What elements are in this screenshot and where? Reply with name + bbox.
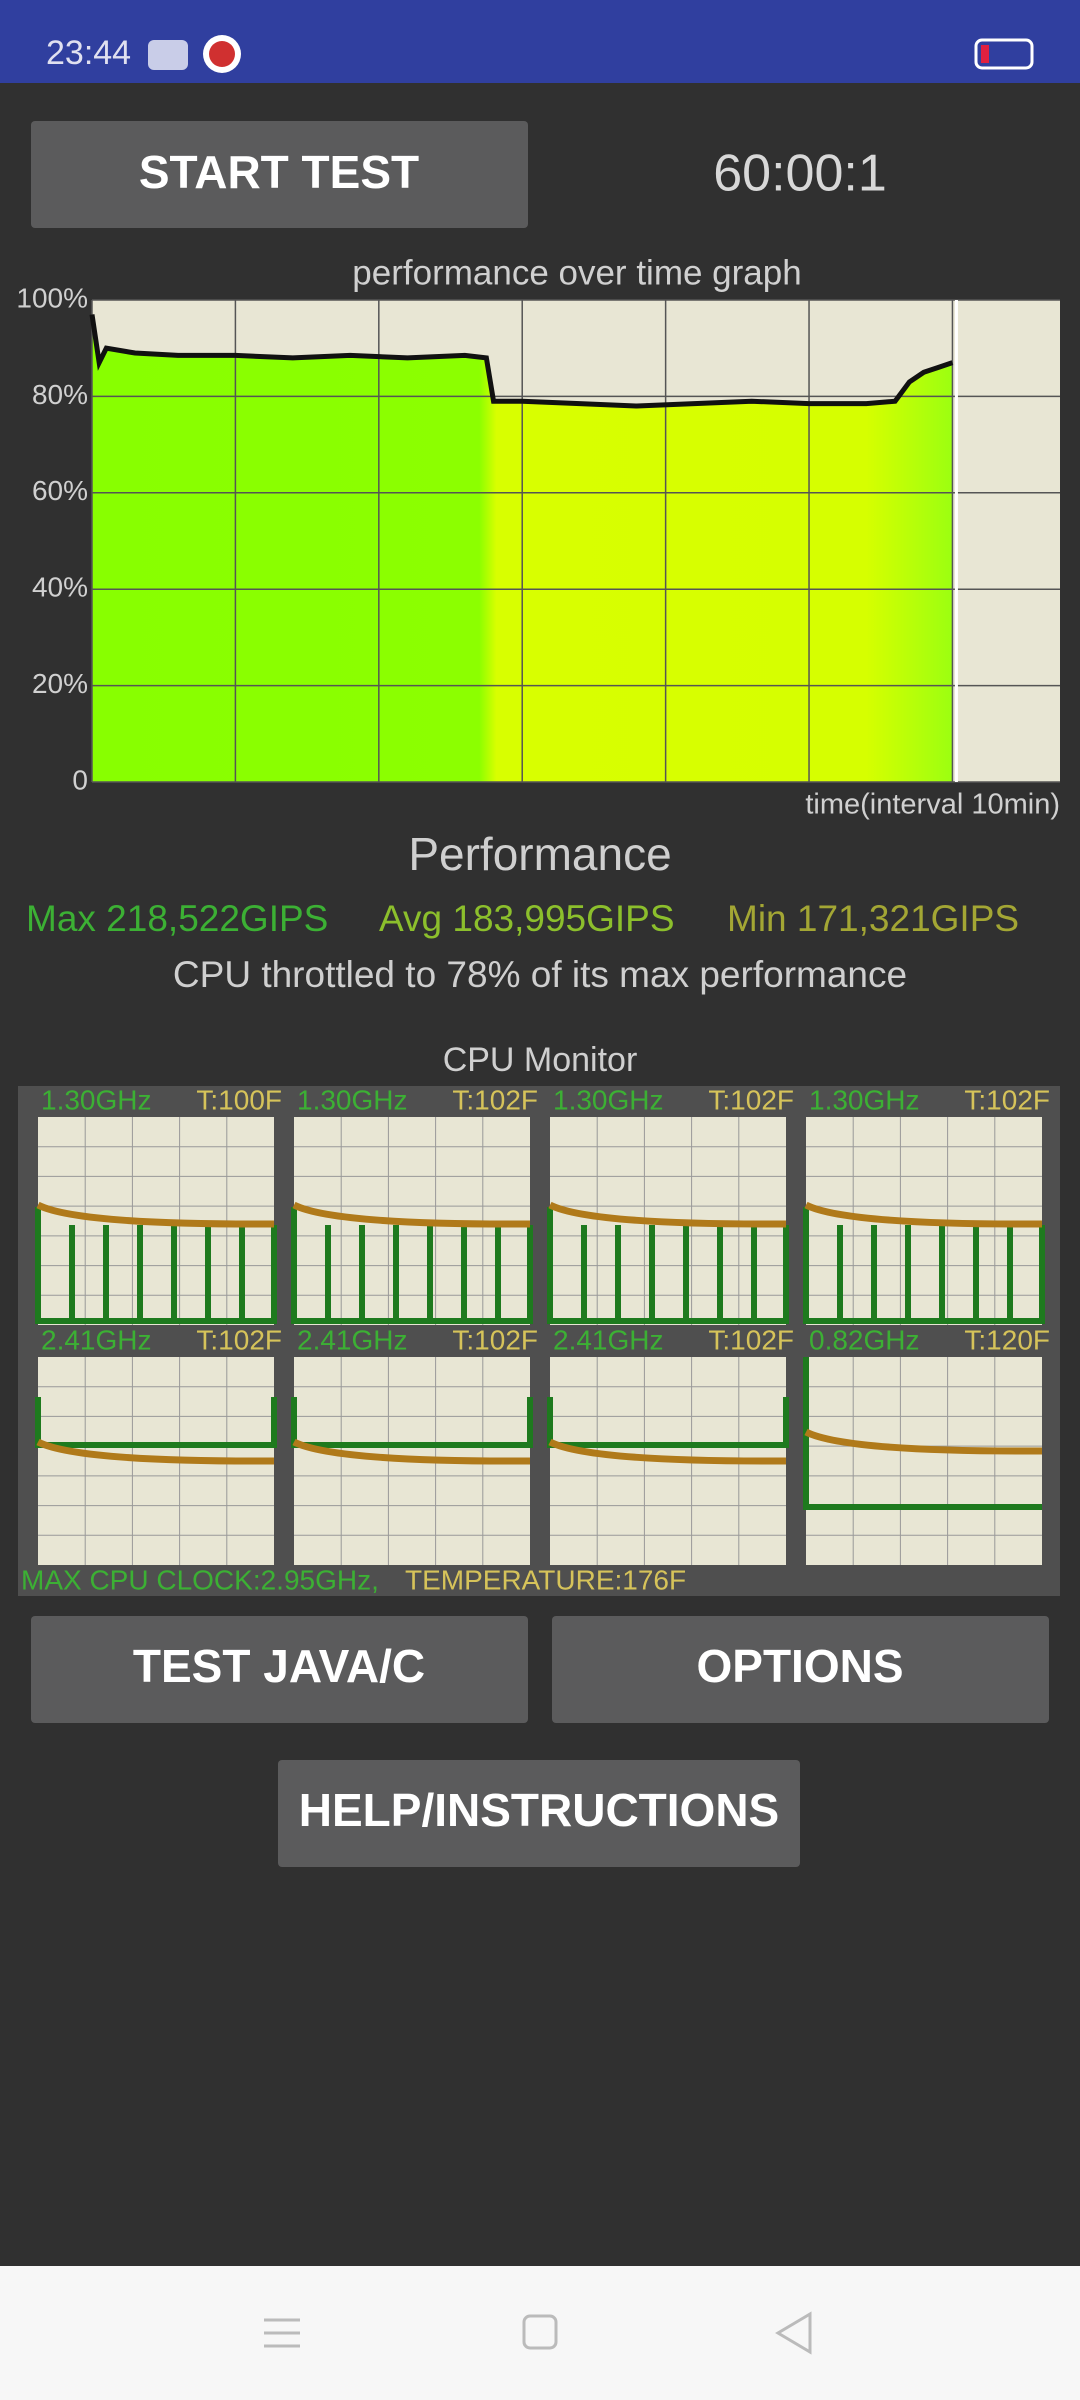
test-button[interactable] xyxy=(31,1616,528,1723)
y-tick-label: 0 xyxy=(72,764,88,795)
core-clock-trace xyxy=(547,1207,789,1324)
core-frequency: 1.30GHz xyxy=(553,1084,664,1115)
cpu-monitor-title: CPU Monitor xyxy=(443,1041,638,1079)
max-clock: MAX CPU CLOCK:2.95GHz, xyxy=(21,1564,379,1595)
core-temperature: T:102F xyxy=(708,1324,794,1355)
core-temp-trace xyxy=(548,1201,787,1228)
core-clock-trace xyxy=(35,1397,277,1448)
core-temperature: T:102F xyxy=(708,1084,794,1115)
start-button[interactable] xyxy=(31,121,528,228)
core-temp-trace xyxy=(36,1438,275,1465)
y-tick-label: 60% xyxy=(32,475,88,506)
y-tick-label: 40% xyxy=(32,572,88,603)
core-frequency: 0.82GHz xyxy=(809,1324,920,1355)
graph-title: performance over time graph xyxy=(352,253,801,292)
core-temp-trace xyxy=(804,1201,1043,1228)
test-button-label[interactable]: TEST JAVA/C xyxy=(133,1640,425,1692)
options-button[interactable] xyxy=(552,1616,1049,1723)
core-clock-trace xyxy=(35,1207,277,1324)
core-temp-trace xyxy=(548,1438,787,1465)
core-clock-trace xyxy=(291,1397,533,1448)
core-temp-trace xyxy=(36,1201,275,1228)
y-tick-label: 100% xyxy=(16,282,88,313)
core-frequency: 1.30GHz xyxy=(297,1084,408,1115)
cpu-cells: 1.30GHz T:100F 1.30GHz T:102F 1.30GHz T:102F 1… xyxy=(35,1084,1050,1565)
min-perf: Min 171,321GIPS xyxy=(727,898,1019,939)
core-frequency: 1.30GHz xyxy=(809,1084,920,1115)
x-axis-label: time(interval 10min) xyxy=(805,789,1060,821)
core-clock-trace xyxy=(803,1207,1045,1324)
core-temperature: T:102F xyxy=(964,1084,1050,1115)
performance-heading: Performance xyxy=(408,828,671,880)
core-temp-trace xyxy=(292,1438,531,1465)
core-temperature: T:100F xyxy=(196,1084,282,1115)
core-temperature: T:102F xyxy=(452,1084,538,1115)
start-button-label[interactable]: START TEST xyxy=(139,146,419,198)
core-temperature: T:102F xyxy=(196,1324,282,1355)
menu-button[interactable] xyxy=(264,2318,300,2348)
core-clock-trace xyxy=(291,1207,533,1324)
max-perf: Max 218,522GIPS xyxy=(26,898,328,939)
performance-line xyxy=(89,314,954,409)
core-temperature: T:102F xyxy=(452,1324,538,1355)
core-clock-trace xyxy=(547,1397,789,1448)
app-icon-inner xyxy=(209,41,235,67)
temperature: TEMPERATURE:176F xyxy=(405,1564,686,1595)
notification-icon xyxy=(148,40,188,70)
core-temp-trace xyxy=(292,1201,531,1228)
nav-bar xyxy=(0,2266,1080,2400)
core-temperature: T:120F xyxy=(964,1324,1050,1355)
options-button-label[interactable]: OPTIONS xyxy=(696,1640,903,1692)
core-frequency: 2.41GHz xyxy=(297,1324,408,1355)
help-button-label[interactable]: HELP/INSTRUCTIONS xyxy=(299,1784,779,1836)
core-temp-trace xyxy=(804,1428,1043,1455)
y-tick-label: 20% xyxy=(32,668,88,699)
home-button[interactable] xyxy=(522,2314,558,2350)
avg-perf: Avg 183,995GIPS xyxy=(379,898,675,939)
throttle-text: CPU throttled to 78% of its max performa… xyxy=(173,954,907,995)
clock: 23:44 xyxy=(46,34,131,72)
help-button[interactable] xyxy=(278,1760,800,1867)
battery-level xyxy=(981,45,989,63)
core-frequency: 2.41GHz xyxy=(41,1324,152,1355)
back-button[interactable] xyxy=(775,2311,812,2355)
core-frequency: 2.41GHz xyxy=(553,1324,664,1355)
y-tick-label: 80% xyxy=(32,379,88,410)
timer: 60:00:1 xyxy=(713,145,887,203)
core-graph xyxy=(806,1357,1042,1565)
core-frequency: 1.30GHz xyxy=(41,1084,152,1115)
core-clock-trace xyxy=(803,1357,1042,1510)
battery xyxy=(974,38,1034,70)
